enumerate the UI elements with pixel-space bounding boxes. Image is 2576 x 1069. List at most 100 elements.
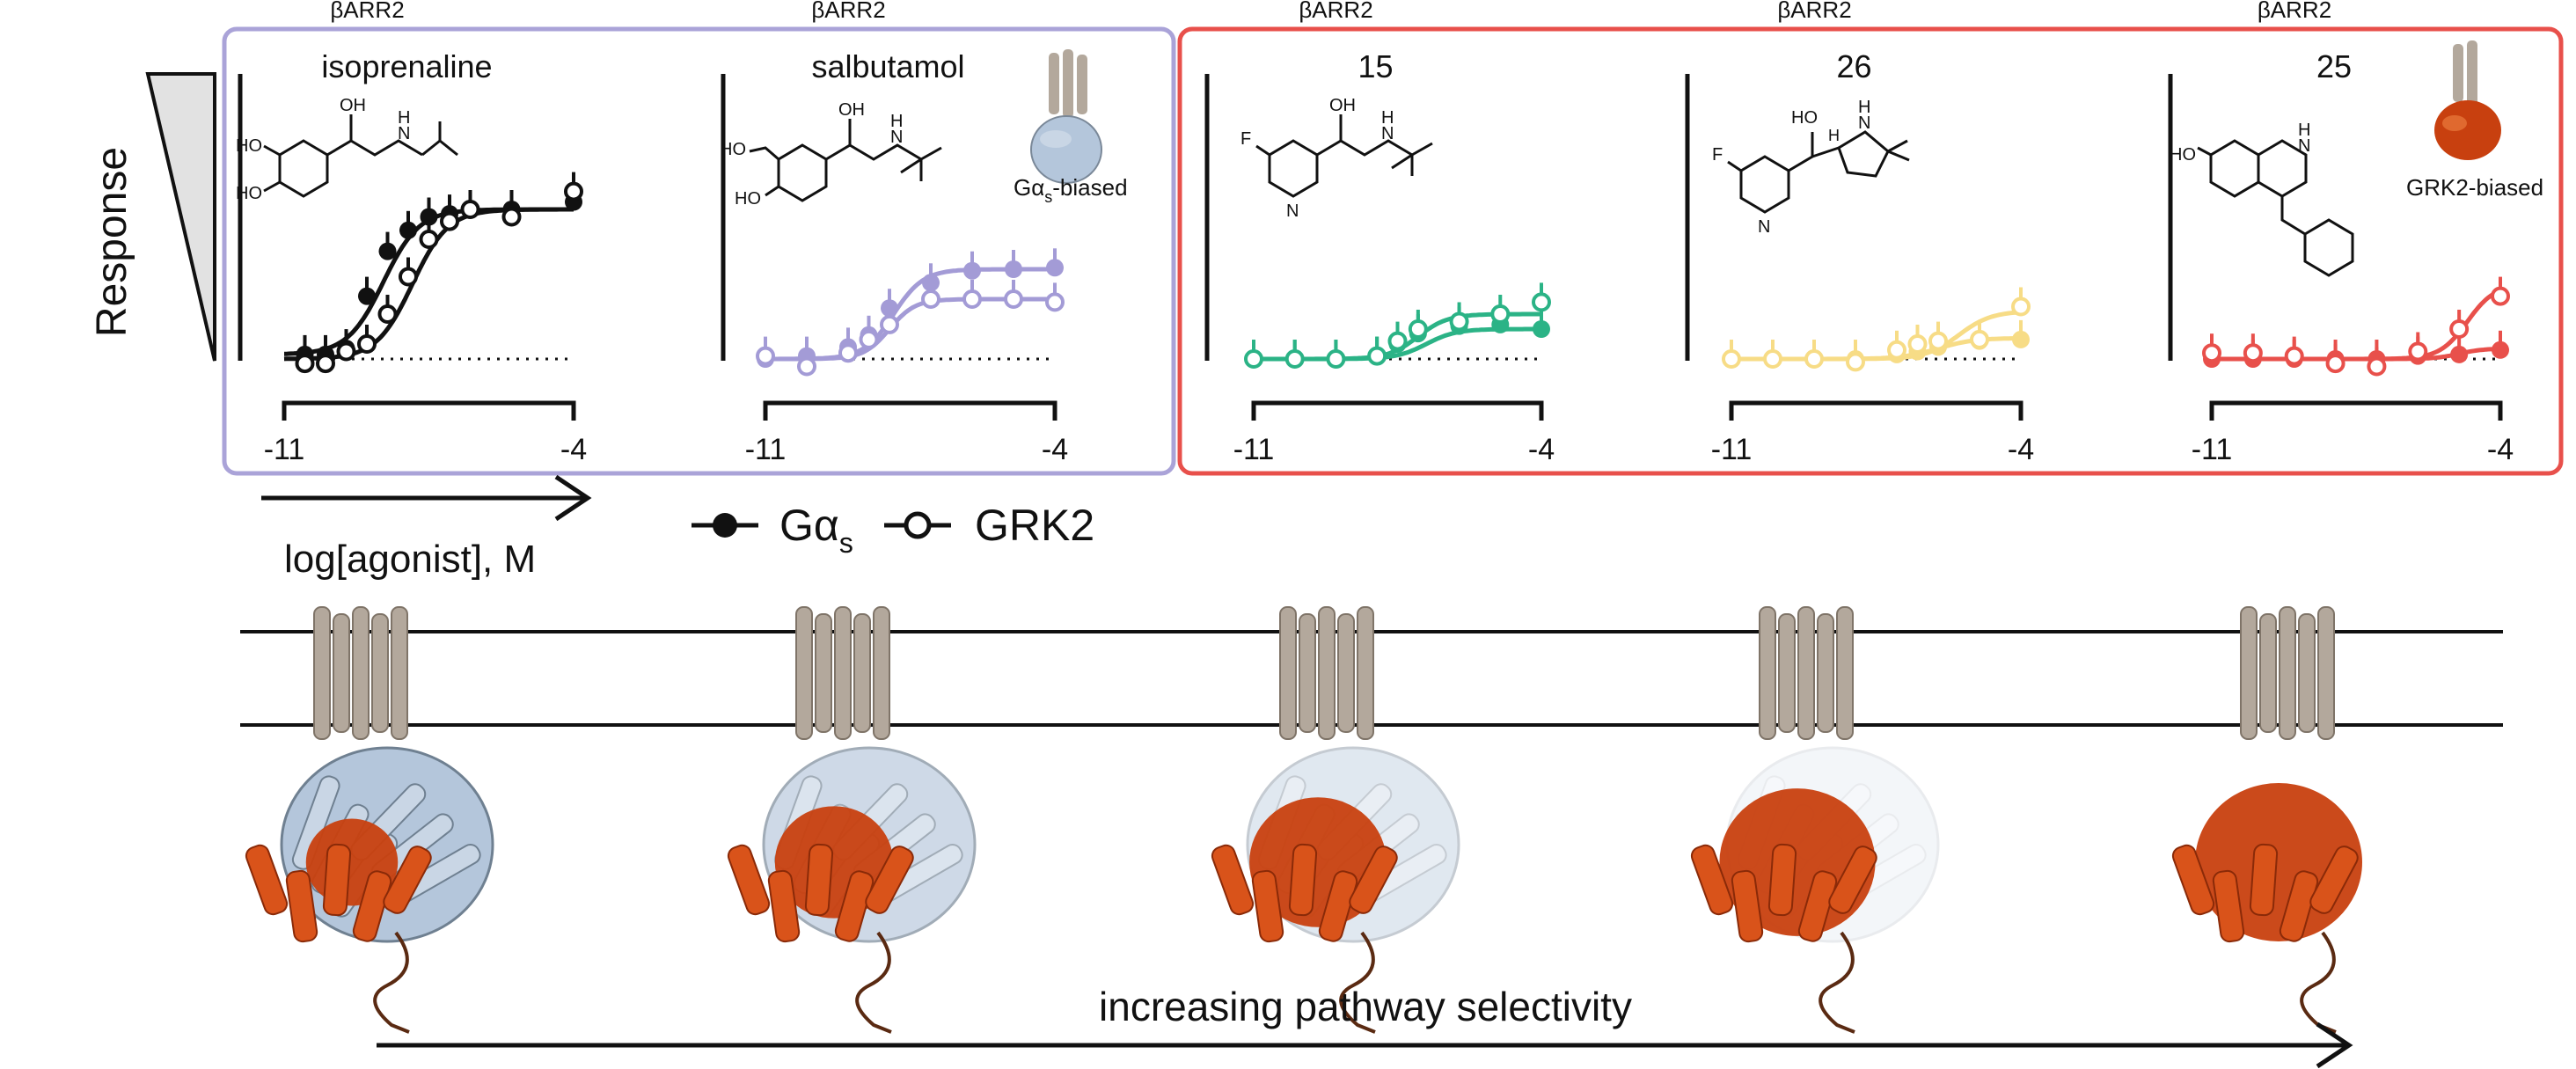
data-point-grk2 <box>1244 349 1263 369</box>
svg-text:HO: HO <box>2170 145 2196 165</box>
receptor-helix <box>2317 606 2335 740</box>
grk2-biased-protein-icon <box>2434 40 2501 160</box>
data-point-gs <box>420 208 438 226</box>
svg-text:N: N <box>1381 124 1394 143</box>
receptor-helix <box>2240 606 2258 740</box>
receptor-complex-3 <box>1211 606 1460 1034</box>
svg-text:OH: OH <box>340 96 366 115</box>
receptor-helix <box>1318 606 1336 740</box>
x-direction-arrowhead <box>554 474 592 522</box>
svg-text:H: H <box>890 112 903 131</box>
chart-2: βARR2 salbutamol -11 -4 <box>721 0 1068 466</box>
gs-biased-subscript: s <box>1044 188 1052 206</box>
data-point-grk2 <box>1970 329 1989 349</box>
svg-text:N: N <box>2298 136 2310 156</box>
grk2-protein <box>1690 788 1877 943</box>
x-axis <box>763 400 1057 421</box>
data-point-gs <box>399 221 417 239</box>
data-point-grk2 <box>2449 319 2470 339</box>
data-point-grk2 <box>1284 349 1305 369</box>
receptor-helix <box>853 613 871 733</box>
x-axis <box>1251 400 1544 421</box>
data-point-grk2 <box>2491 286 2510 306</box>
legend-gs-subscript: s <box>839 527 853 559</box>
svg-text:HO: HO <box>1791 108 1818 128</box>
data-point-grk2 <box>2284 346 2304 366</box>
receptor-helix <box>1778 613 1796 733</box>
receptor-helix <box>1759 606 1776 740</box>
data-point-gs <box>378 242 397 260</box>
data-point-grk2 <box>838 343 858 363</box>
svg-text:N: N <box>1858 113 1870 133</box>
data-point-grk2 <box>1804 349 1824 369</box>
data-point-grk2 <box>1928 331 1948 351</box>
x-tick-label: -4 <box>2487 433 2514 466</box>
svg-text:N: N <box>1758 217 1770 237</box>
data-point-grk2 <box>440 211 459 231</box>
data-point-grk2 <box>1408 319 1428 339</box>
data-point-grk2 <box>357 334 377 354</box>
receptor-helix <box>873 606 890 740</box>
data-point-gs <box>1533 320 1550 338</box>
data-point-grk2 <box>336 341 356 362</box>
protein-loop <box>855 931 892 1034</box>
data-point-grk2 <box>1326 349 1346 369</box>
chart-top-label: βARR2 <box>811 0 885 23</box>
svg-text:HO: HO <box>720 140 746 159</box>
data-point-grk2 <box>1387 331 1408 351</box>
chart-top-label: βARR2 <box>1777 0 1851 23</box>
svg-text:HO: HO <box>236 136 262 156</box>
svg-text:Gαs-biased: Gαs-biased <box>1014 174 1128 206</box>
structure-salbutamol: HO HO OH N H <box>720 100 942 209</box>
receptor-helix <box>391 606 408 740</box>
grk2-protein <box>727 806 914 943</box>
chart-3: βARR2 15 -11 -4 <box>1204 0 1555 466</box>
receptor-helix <box>1817 613 1834 733</box>
svg-text:H: H <box>2298 121 2310 140</box>
dose-response-charts: βARR2 isoprenaline -11 -4 βARR2 salbutamol -11… <box>238 0 2514 466</box>
receptor-helix <box>1279 606 1297 740</box>
gs-biased-label: Gα <box>1014 174 1044 201</box>
chart-top-label: βARR2 <box>2258 0 2331 23</box>
svg-text:H: H <box>398 108 410 128</box>
svg-text:OH: OH <box>1329 96 1356 115</box>
data-point-gs <box>1046 259 1064 277</box>
svg-text:OH: OH <box>838 100 865 120</box>
x-tick-label: -11 <box>1711 433 1753 466</box>
legend-gs-label: Gα <box>779 501 839 550</box>
receptor-helix <box>1797 606 1815 740</box>
structure-isoprenaline: HO HO OH N H <box>236 96 458 203</box>
svg-text:H: H <box>1858 98 1870 117</box>
receptor-helix <box>1299 613 1316 733</box>
data-point-grk2 <box>295 354 315 374</box>
receptor-helix <box>333 613 350 733</box>
receptor-helix <box>1357 606 1374 740</box>
legend-gs-marker <box>713 513 737 538</box>
chemical-structures: HO HO OH N H HO HO OH N H <box>236 96 2354 277</box>
receptor-helix <box>2259 613 2277 733</box>
x-tick-label: -11 <box>2192 433 2233 466</box>
data-point-grk2 <box>1449 311 1469 332</box>
data-point-grk2 <box>1887 340 1906 360</box>
data-point-grk2 <box>2408 341 2428 362</box>
x-tick-label: -4 <box>2008 433 2034 466</box>
svg-text:Gαs: Gαs <box>779 501 853 559</box>
gs-biased-suffix: -biased <box>1052 174 1127 201</box>
grk2-protein <box>245 818 432 943</box>
data-point-grk2 <box>756 346 775 366</box>
data-point-grk2 <box>1763 349 1782 369</box>
legend: Gαs GRK2 <box>692 501 1094 559</box>
legend-grk2-marker <box>904 511 932 539</box>
receptor-complex-4 <box>1690 606 1940 1034</box>
receptor-complex-1 <box>245 606 494 1034</box>
data-point-grk2 <box>1490 304 1511 324</box>
chart-title: isoprenaline <box>321 48 492 84</box>
group-box-grk2-biased-series <box>1177 26 2564 476</box>
x-axis <box>1729 400 2023 421</box>
data-point-grk2 <box>1722 349 1741 369</box>
data-point-grk2 <box>1846 352 1865 372</box>
receptor-helix <box>1836 606 1854 740</box>
data-point-grk2 <box>460 200 480 219</box>
structure-compound-15: F N OH N H <box>1240 96 1433 221</box>
